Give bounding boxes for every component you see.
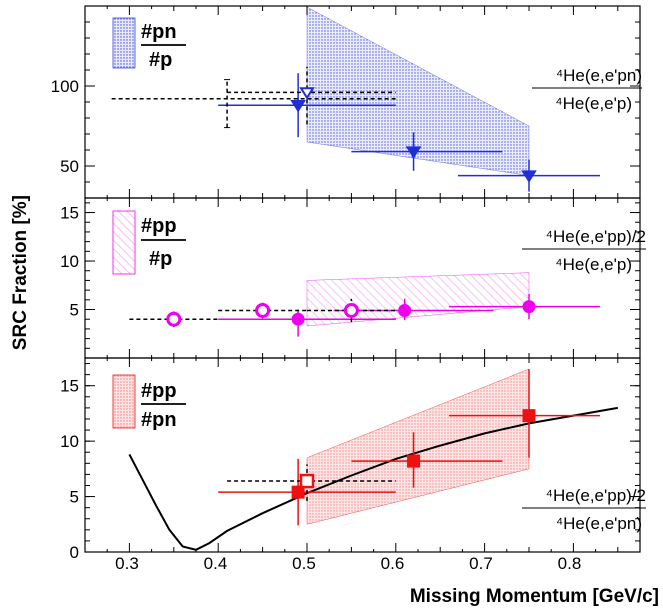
y-tick-label: 50: [60, 157, 79, 176]
data-point: [343, 302, 359, 318]
data-point: [255, 302, 271, 318]
legend-numerator: #pn: [141, 21, 177, 43]
legend-numerator: #pp: [141, 215, 177, 237]
legend-middle: #pp #p: [112, 210, 186, 275]
systematic-band: [306, 272, 530, 327]
data-point: [290, 100, 306, 113]
panel-bottom: 0 5 10 15: [60, 357, 641, 562]
legend-denominator: #p: [149, 248, 172, 270]
x-tick-label: 0.4: [204, 554, 228, 573]
x-tick-label: 0.6: [381, 554, 405, 573]
y-tick-label: 0: [70, 543, 79, 562]
formula-numerator: ⁴He(e,e'pp)/2: [546, 486, 646, 505]
legend-denominator: #pn: [141, 409, 177, 431]
systematic-band: [306, 368, 530, 525]
y-tick-label: 15: [60, 377, 79, 396]
formula-numerator: ⁴He(e,e'pn): [556, 66, 642, 85]
data-point: [522, 300, 536, 314]
legend-bottom: #pp #pn: [112, 374, 186, 431]
legend-swatch-magenta: [112, 210, 136, 275]
formula-denominator: ⁴He(e,e'pn): [556, 514, 642, 533]
data-point: [166, 311, 182, 327]
data-point: [522, 409, 536, 423]
y-tick-label: 100: [51, 77, 79, 96]
y-tick-label: 5: [70, 488, 79, 507]
formula-denominator: ⁴He(e,e'p): [555, 94, 632, 113]
panel-frame: [84, 357, 641, 553]
x-tick-labels: 0.3 0.4 0.5 0.6 0.7 0.8: [115, 554, 581, 573]
formula-bottom: ⁴He(e,e'pp)/2 ⁴He(e,e'pn): [522, 486, 646, 533]
data-point: [407, 454, 421, 468]
y-tick-label: 15: [60, 204, 79, 223]
x-tick-label: 0.5: [292, 554, 316, 573]
data-point: [405, 146, 422, 159]
x-tick-label: 0.7: [469, 554, 493, 573]
data-point: [299, 473, 315, 489]
theory-curve: [128, 406, 618, 551]
data-point: [521, 170, 537, 183]
data-point: [398, 303, 412, 317]
data-point: [291, 485, 305, 499]
legend-swatch-blue: [112, 17, 136, 69]
y-axis-title: SRC Fraction [%]: [10, 195, 31, 350]
x-axis-title: Missing Momentum [GeV/c]: [410, 586, 659, 607]
legend-swatch-red: [112, 374, 136, 429]
panel-middle: 5 10 15: [60, 197, 641, 359]
y-tick-label: 5: [70, 301, 79, 320]
y-tick-label: 10: [60, 252, 79, 271]
formula-denominator: ⁴He(e,e'p): [555, 255, 632, 274]
formula-top: ⁴He(e,e'pn) ⁴He(e,e'p): [532, 66, 642, 113]
y-tick-label: 10: [60, 432, 79, 451]
legend-numerator: #pp: [141, 380, 177, 402]
legend-denominator: #p: [149, 49, 172, 71]
x-tick-label: 0.8: [558, 554, 582, 573]
panel-top: 50 100: [51, 5, 641, 199]
formula-numerator: ⁴He(e,e'pp)/2: [546, 227, 646, 246]
data-point: [291, 312, 305, 326]
data-point: [299, 87, 315, 100]
x-tick-label: 0.3: [115, 554, 139, 573]
legend-top: #pn #p: [112, 17, 186, 71]
formula-middle: ⁴He(e,e'pp)/2 ⁴He(e,e'p): [522, 227, 646, 274]
